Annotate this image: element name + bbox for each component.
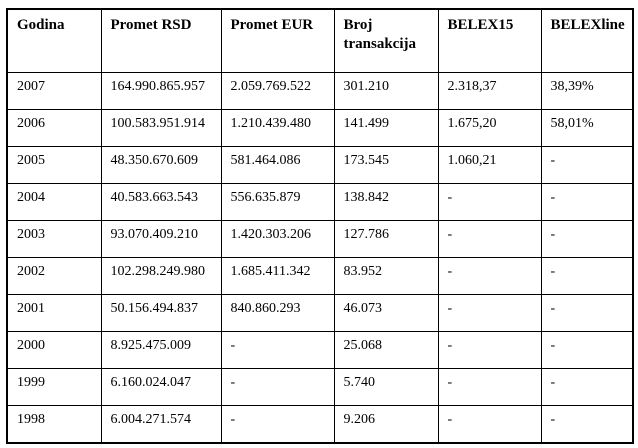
value-cell: 58,01% — [540, 109, 634, 147]
table-row: 2006 100.583.951.914 1.210.439.480 141.499 1… — [6, 109, 634, 147]
value-cell: 38,39% — [540, 72, 634, 110]
value-cell: 5.740 — [333, 368, 439, 406]
table-row: 2000 8.925.475.009-25.068- - — [6, 331, 634, 369]
table-row: 2003 93.070.409.210 1.420.303.206 127.786- - — [6, 220, 634, 258]
value-cell: - — [540, 257, 634, 295]
year-cell: 2002 — [6, 257, 102, 295]
value-cell: - — [437, 368, 542, 406]
value-cell: 840.860.293 — [220, 294, 335, 332]
value-cell: 127.786 — [333, 220, 439, 258]
value-cell: - — [437, 257, 542, 295]
value-cell: 2.318,37 — [437, 72, 542, 110]
year-cell: 1999 — [6, 368, 102, 406]
value-cell: 6.004.271.574 — [100, 405, 222, 444]
value-cell: - — [437, 331, 542, 369]
table-row: 2001 50.156.494.837 840.860.293 46.073- - — [6, 294, 634, 332]
value-cell: 48.350.670.609 — [100, 146, 222, 184]
value-cell: 141.499 — [333, 109, 439, 147]
value-cell: - — [540, 294, 634, 332]
year-cell: 2005 — [6, 146, 102, 184]
value-cell: 164.990.865.957 — [100, 72, 222, 110]
column-header-promet-rsd: Promet RSD — [100, 8, 222, 73]
table-row: 2004 40.583.663.543 556.635.879 138.842- - — [6, 183, 634, 221]
value-cell: 93.070.409.210 — [100, 220, 222, 258]
table-row: 2007 164.990.865.957 2.059.769.522 301.210 2… — [6, 72, 634, 110]
year-cell: 2006 — [6, 109, 102, 147]
column-header-belexline: BELEXline — [540, 8, 634, 73]
value-cell: - — [540, 146, 634, 184]
value-cell: 1.420.303.206 — [220, 220, 335, 258]
value-cell: 8.925.475.009 — [100, 331, 222, 369]
value-cell: 6.160.024.047 — [100, 368, 222, 406]
value-cell: 1.685.411.342 — [220, 257, 335, 295]
value-cell: 1.675,20 — [437, 109, 542, 147]
year-cell: 2007 — [6, 72, 102, 110]
table-row: 2002 102.298.249.980 1.685.411.342 83.952- - — [6, 257, 634, 295]
value-cell: - — [220, 368, 335, 406]
value-cell: 1.210.439.480 — [220, 109, 335, 147]
year-cell: 2001 — [6, 294, 102, 332]
column-header-broj-transakcija: Broj transakcija — [333, 8, 439, 73]
value-cell: - — [437, 183, 542, 221]
value-cell: 581.464.086 — [220, 146, 335, 184]
column-header-belex15: BELEX15 — [437, 8, 542, 73]
turnover-statistics-table: Godina Promet RSD Promet EUR Broj transakci… — [6, 8, 634, 444]
value-cell: 9.206 — [333, 405, 439, 444]
value-cell: 173.545 — [333, 146, 439, 184]
value-cell: 102.298.249.980 — [100, 257, 222, 295]
value-cell: - — [437, 405, 542, 444]
value-cell: - — [540, 220, 634, 258]
column-header-godina: Godina — [6, 8, 102, 73]
header-row: Godina Promet RSD Promet EUR Broj transakci… — [6, 8, 634, 73]
value-cell: 301.210 — [333, 72, 439, 110]
value-cell: - — [540, 405, 634, 444]
value-cell: 100.583.951.914 — [100, 109, 222, 147]
year-cell: 2003 — [6, 220, 102, 258]
value-cell: 1.060,21 — [437, 146, 542, 184]
value-cell: 138.842 — [333, 183, 439, 221]
value-cell: 40.583.663.543 — [100, 183, 222, 221]
value-cell: - — [540, 368, 634, 406]
value-cell: 46.073 — [333, 294, 439, 332]
year-cell: 2004 — [6, 183, 102, 221]
year-cell: 2000 — [6, 331, 102, 369]
value-cell: - — [540, 331, 634, 369]
value-cell: 83.952 — [333, 257, 439, 295]
value-cell: - — [437, 294, 542, 332]
value-cell: - — [437, 220, 542, 258]
value-cell: 556.635.879 — [220, 183, 335, 221]
value-cell: 50.156.494.837 — [100, 294, 222, 332]
value-cell: 25.068 — [333, 331, 439, 369]
value-cell: - — [220, 331, 335, 369]
value-cell: 2.059.769.522 — [220, 72, 335, 110]
table-row: 2005 48.350.670.609 581.464.086 173.545 1.06… — [6, 146, 634, 184]
value-cell: - — [540, 183, 634, 221]
year-cell: 1998 — [6, 405, 102, 444]
table-row: 1999 6.160.024.047-5.740- - — [6, 368, 634, 406]
value-cell: - — [220, 405, 335, 444]
table-row: 1998 6.004.271.574-9.206- - — [6, 405, 634, 444]
column-header-promet-eur: Promet EUR — [220, 8, 335, 73]
